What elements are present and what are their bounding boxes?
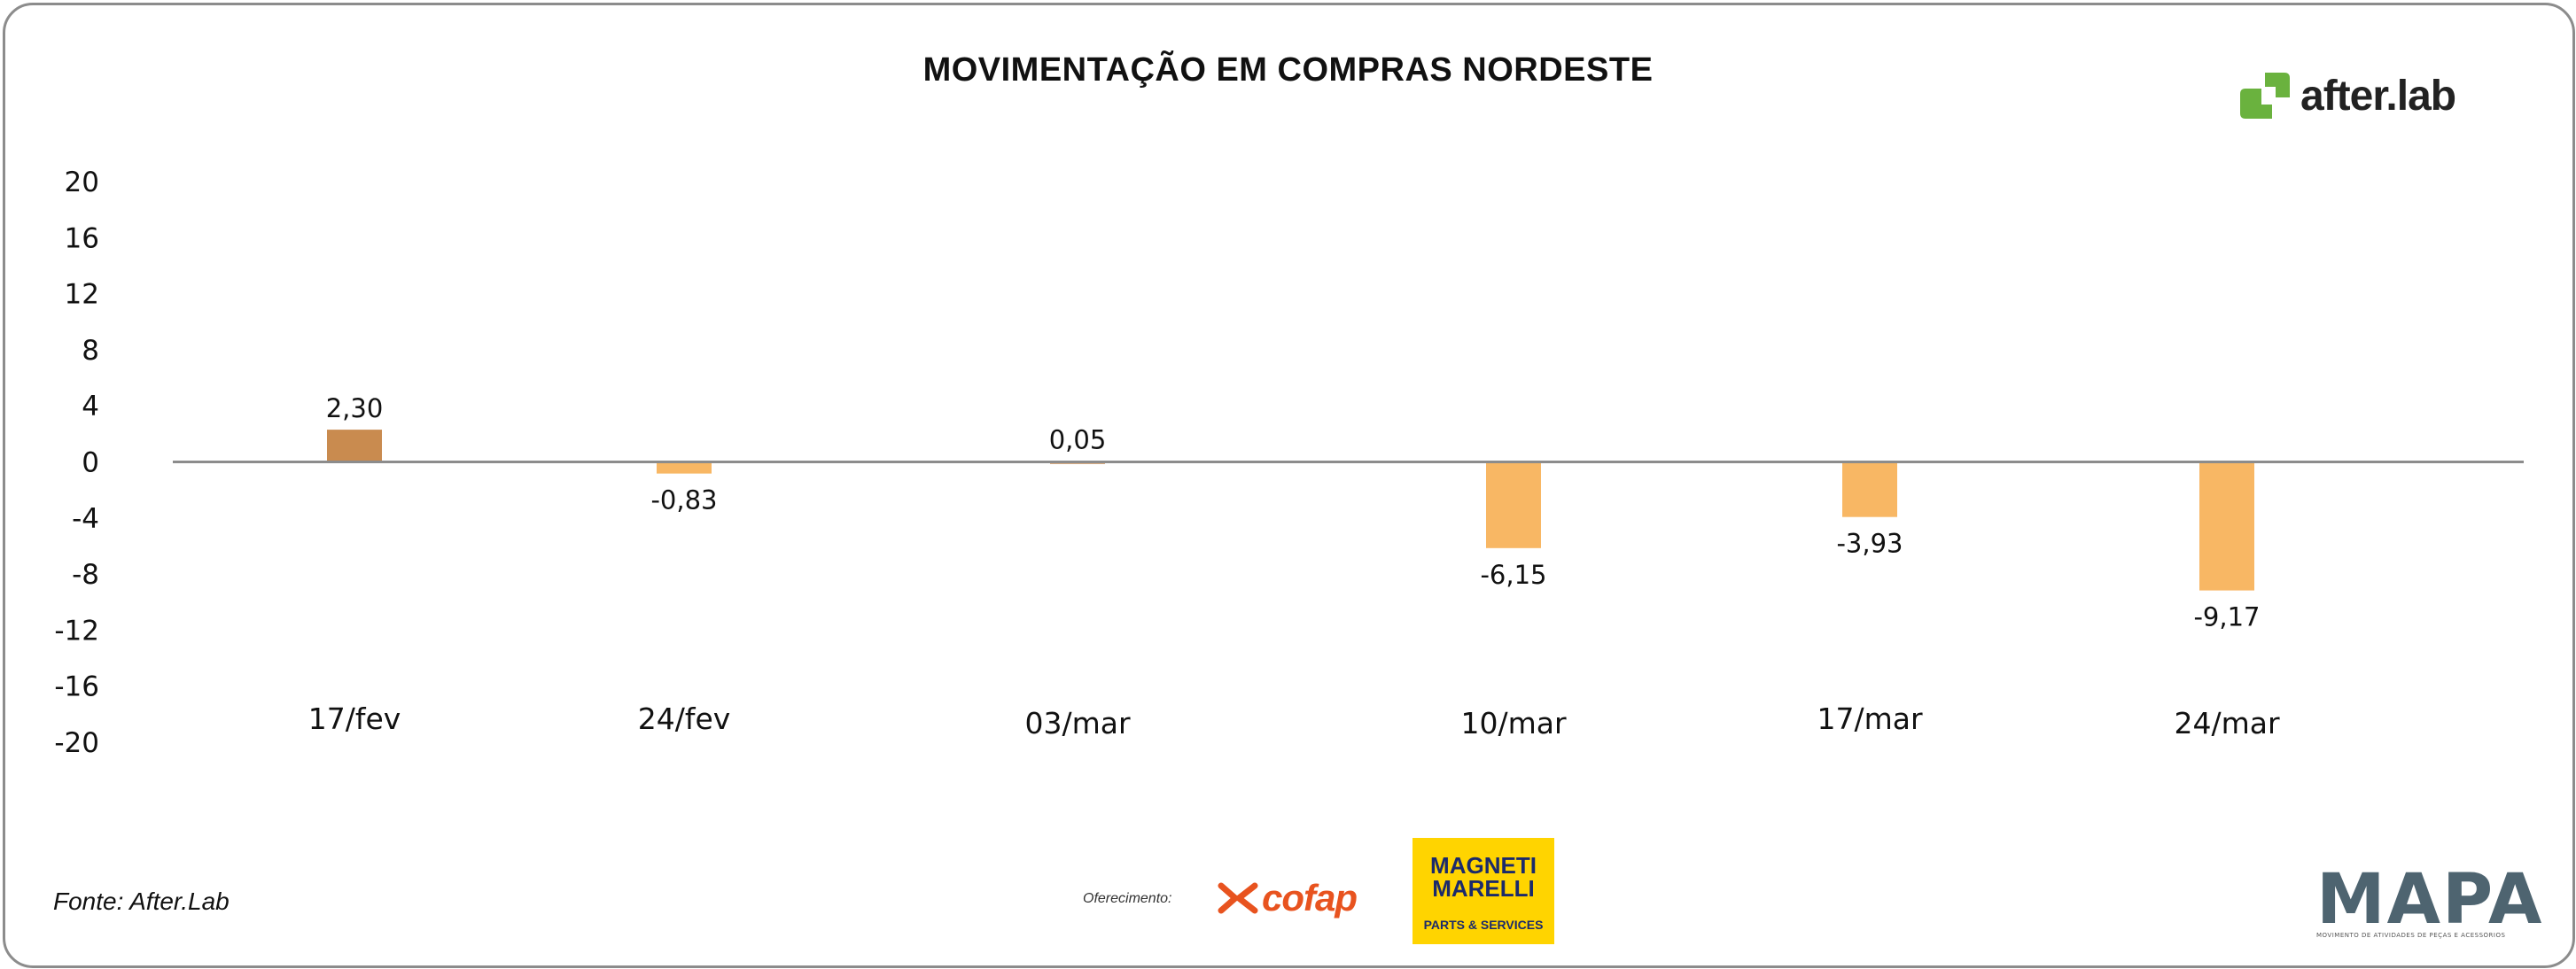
cofap-x-icon (1218, 882, 1258, 914)
bar (2199, 461, 2254, 591)
x-tick-label: 17/fev (308, 702, 401, 736)
data-label: -3,93 (1836, 529, 1903, 559)
y-tick-label: -16 (54, 671, 99, 703)
magneti-marelli-logo: MAGNETI MARELLI PARTS & SERVICES (1413, 838, 1554, 944)
cofap-logo: cofap (1218, 877, 1358, 919)
after-lab-logo: after.lab (2237, 69, 2456, 122)
x-tick-label: 17/mar (1817, 702, 1922, 736)
magneti-marelli-tagline: PARTS & SERVICES (1423, 918, 1544, 932)
y-tick-label: 8 (82, 335, 99, 367)
x-tick-label: 24/fev (638, 702, 731, 736)
mapa-logo: MAPA MOVIMENTO DE ATIVIDADES DE PEÇAS E … (2316, 860, 2544, 940)
after-lab-logo-icon (2240, 73, 2290, 119)
y-tick-label: -4 (72, 503, 99, 535)
data-label: -0,83 (650, 485, 717, 516)
data-label: -6,15 (1480, 560, 1546, 590)
data-label: -9,17 (2193, 602, 2260, 632)
x-tick-label: 24/mar (2174, 706, 2279, 740)
after-lab-logo-text: after.lab (2300, 72, 2456, 120)
bar (327, 430, 382, 462)
cofap-logo-text: cofap (1262, 877, 1358, 919)
bar (657, 461, 712, 474)
source-note: Fonte: After.Lab (53, 888, 230, 915)
y-tick-label: 20 (65, 167, 99, 198)
bar (1842, 461, 1897, 517)
y-tick-label: 16 (65, 222, 99, 254)
mapa-logo-subtitle: MOVIMENTO DE ATIVIDADES DE PEÇAS E ACESS… (2316, 932, 2506, 939)
chart-frame (3, 3, 2575, 968)
chart-title: MOVIMENTAÇÃO EM COMPRAS NORDESTE (922, 51, 1654, 89)
y-tick-label: 12 (65, 279, 99, 311)
data-label: 0,05 (1049, 425, 1107, 455)
data-label: 2,30 (326, 393, 384, 423)
sponsor-label: Oferecimento: (1083, 891, 1172, 906)
x-tick-label: 03/mar (1024, 706, 1130, 740)
y-tick-label: -20 (54, 727, 99, 759)
mapa-logo-text: MAPA (2316, 860, 2544, 940)
y-tick-label: 0 (82, 447, 99, 479)
bar (1486, 461, 1541, 548)
y-tick-label: -8 (72, 559, 99, 591)
magneti-marelli-logo-text: MAGNETI MARELLI (1430, 852, 1537, 902)
x-tick-label: 10/mar (1460, 706, 1566, 740)
y-tick-label: 4 (82, 391, 99, 422)
y-tick-label: -12 (54, 615, 99, 647)
